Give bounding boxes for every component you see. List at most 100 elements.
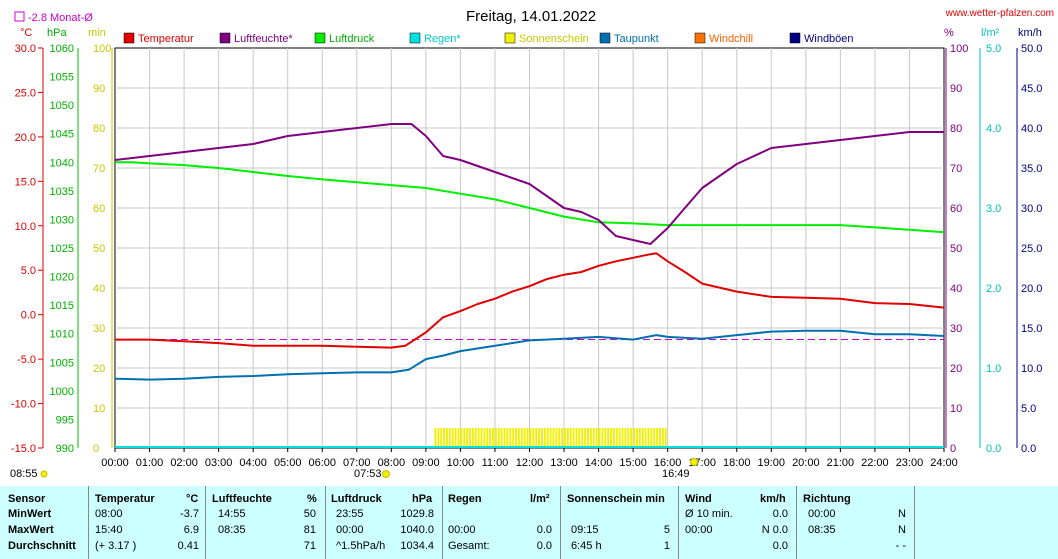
- sunshine-bar: [624, 428, 627, 448]
- legend-label: Temperatur: [138, 33, 194, 45]
- stat-cell-sun-val: 5: [663, 524, 670, 536]
- legend-swatch: [504, 32, 516, 44]
- x-tick-label: 22:00: [861, 457, 889, 469]
- pressure-tick-label: 1060: [50, 43, 74, 55]
- sunshine-bar: [503, 428, 506, 448]
- wind-tick-label: 0.0: [1021, 443, 1036, 455]
- wind-tick-label: 35.0: [1021, 163, 1042, 175]
- sunshine-bar: [466, 428, 469, 448]
- pressure-tick-label: 1035: [50, 186, 74, 198]
- x-tick-label: 08:00: [378, 457, 406, 469]
- x-tick-label: 24:00: [930, 457, 958, 469]
- x-tick-label: 20:00: [792, 457, 820, 469]
- sunshine-bar: [483, 428, 486, 448]
- sunshine-bar: [489, 428, 492, 448]
- stat-cell-label: MaxWert: [8, 524, 54, 536]
- stat-cell-hum-val: 71: [303, 540, 316, 552]
- header-pressure: Luftdruck: [331, 493, 382, 505]
- pressure-tick-label: 1050: [50, 100, 74, 112]
- sunshine-bar: [610, 428, 612, 448]
- pressure-tick-label: 1000: [50, 386, 74, 398]
- header-humidity: Luftfeuchte: [212, 493, 272, 505]
- sunshine-bar: [486, 428, 489, 448]
- stat-cell-label: MinWert: [8, 508, 52, 520]
- unit-min: min: [88, 27, 106, 39]
- humidity-tick-label: 10: [950, 403, 962, 415]
- unit-percent: %: [944, 27, 954, 39]
- header-rain: Regen: [448, 493, 482, 505]
- sun-tick-label: 50: [93, 243, 105, 255]
- sun-tick-label: 30: [93, 323, 105, 335]
- sunshine-bar: [457, 428, 460, 448]
- legend-label: Windchill: [709, 33, 753, 45]
- table-divider: [914, 486, 915, 559]
- sun-tick-label: 90: [93, 83, 105, 95]
- sun-tick-label: 80: [93, 123, 105, 135]
- stat-cell-wind-val: 0.0: [772, 508, 788, 520]
- header-wind: Wind: [685, 493, 712, 505]
- unit-kmh: km/h: [1018, 27, 1042, 39]
- chart-series: [114, 123, 945, 448]
- header-temperature: Temperatur: [95, 493, 155, 505]
- sunshine-bar: [454, 428, 457, 448]
- humidity-tick-label: 50: [950, 243, 962, 255]
- sunshine-bar: [604, 428, 607, 448]
- humidity-tick-label: 60: [950, 203, 962, 215]
- sunshine-bar: [612, 428, 615, 448]
- sunrise-icon: [382, 470, 390, 478]
- site-link[interactable]: www.wetter-pfalzen.com: [945, 8, 1054, 19]
- temp-tick-label: 30.0: [15, 43, 36, 55]
- x-tick-label: 00:00: [101, 457, 129, 469]
- stat-cell-hum-time: 08:35: [218, 524, 246, 536]
- x-tick-label: 10:00: [447, 457, 475, 469]
- x-tick-label: 23:00: [896, 457, 924, 469]
- stat-cell-temp-val: -3.7: [180, 508, 199, 520]
- sunshine-bar: [526, 428, 529, 448]
- stat-cell-label: Durchschnitt: [8, 540, 76, 552]
- chart-labels: 00:00 01:00 02:00 03:00 04:00 05:00 06:00 07:00…: [11, 43, 1043, 469]
- table-divider: [678, 486, 679, 559]
- sun-tick-label: 70: [93, 163, 105, 175]
- pressure-tick-label: 1045: [50, 129, 74, 141]
- pressure-tick-label: 1055: [50, 72, 74, 84]
- temp-tick-label: 15.0: [15, 176, 36, 188]
- temp-tick-label: 10.0: [15, 221, 36, 233]
- wind-tick-label: 40.0: [1021, 123, 1042, 135]
- rain-tick-label: 0.0: [986, 443, 1001, 455]
- stat-cell-wind-val: N 0.0: [761, 524, 788, 536]
- sunset-icon: [690, 458, 698, 466]
- sunshine-bar: [621, 428, 624, 448]
- sunshine-bar: [578, 428, 581, 448]
- stat-cell-temp-time: 08:00: [95, 508, 123, 520]
- sunshine-bar: [650, 428, 653, 448]
- sunshine-bar: [601, 428, 604, 448]
- sunshine-bar: [523, 428, 526, 448]
- stat-cell-hum-val: 81: [303, 524, 316, 536]
- temp-tick-label: -5.0: [17, 354, 36, 366]
- sunshine-bar: [443, 428, 446, 448]
- sunshine-bar: [469, 428, 471, 448]
- sunshine-bar: [644, 428, 647, 448]
- stat-cell-rain-val: 0.0: [536, 540, 552, 552]
- sunshine-bar: [515, 428, 517, 448]
- wind-tick-label: 45.0: [1021, 83, 1042, 95]
- sunshine-bar: [463, 428, 466, 448]
- humidity-tick-label: 90: [950, 83, 962, 95]
- sunshine-bar: [552, 428, 555, 448]
- temp-tick-label: 25.0: [15, 87, 36, 99]
- temp-tick-label: -15.0: [11, 443, 36, 455]
- temperature-line: [115, 252, 945, 349]
- sunshine-bar: [543, 428, 546, 448]
- pressure-tick-label: 1030: [50, 214, 74, 226]
- pressure-tick-label: 1005: [50, 357, 74, 369]
- header-temp-unit: °C: [186, 493, 199, 505]
- wind-tick-label: 5.0: [1021, 403, 1036, 415]
- header-press-unit: hPa: [412, 493, 433, 505]
- sunshine-bar: [627, 428, 630, 448]
- x-tick-label: 21:00: [827, 457, 855, 469]
- sunshine-bar: [558, 428, 561, 448]
- stat-cell-wind-time: 00:00: [685, 524, 713, 536]
- pressure-tick-label: 1015: [50, 300, 74, 312]
- sunshine-bar: [434, 428, 437, 448]
- sunshine-bar: [564, 428, 566, 448]
